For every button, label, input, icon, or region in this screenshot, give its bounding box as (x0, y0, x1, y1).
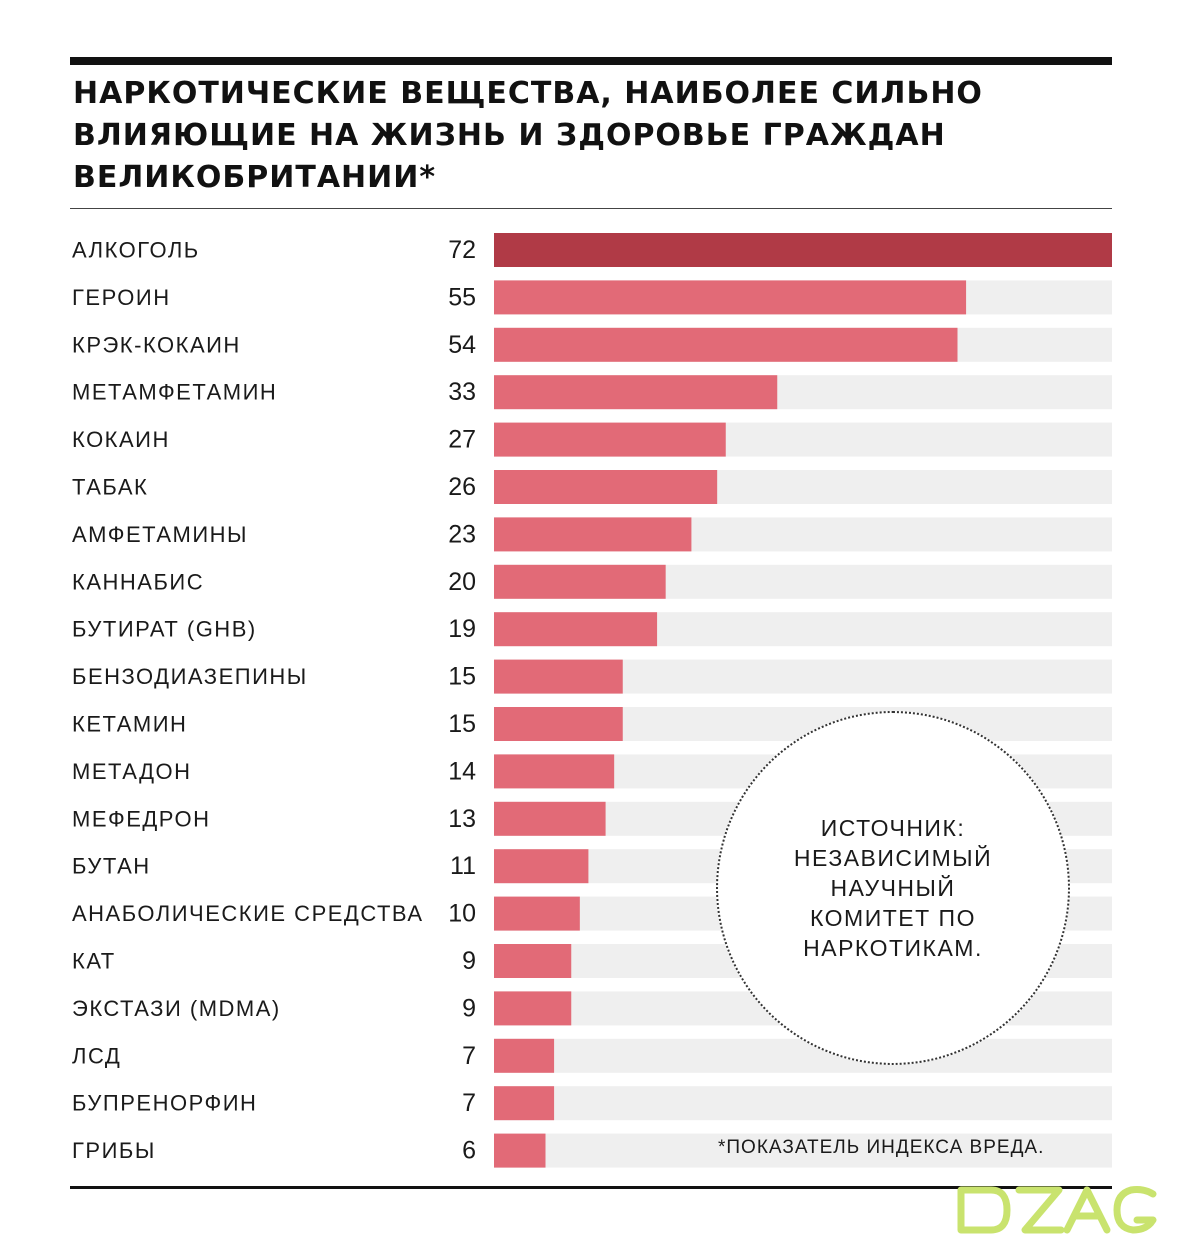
chart-title: НАРКОТИЧЕСКИЕ ВЕЩЕСТВА, НАИБОЛЕЕ СИЛЬНО … (73, 76, 983, 195)
category-label: МЕФЕДРОН (72, 806, 211, 831)
category-label: АНАБОЛИЧЕСКИЕ СРЕДСТВА (72, 901, 424, 926)
bar-track (494, 1038, 1112, 1073)
value-label: 23 (448, 520, 476, 548)
category-label: КРЭК-КОКАИН (72, 332, 241, 357)
category-label: АЛКОГОЛЬ (72, 238, 200, 263)
category-label: БУТИРАТ (GHB) (72, 617, 257, 642)
category-label: МЕТАДОН (72, 759, 192, 784)
bar (494, 849, 589, 884)
value-label: 9 (462, 947, 476, 975)
bottom-rule (70, 1186, 1112, 1189)
bar (494, 1038, 555, 1073)
bar (494, 280, 967, 315)
bar (494, 612, 658, 647)
bar (494, 659, 623, 694)
bar (494, 375, 778, 410)
value-label: 7 (462, 1042, 476, 1070)
bar (494, 707, 623, 741)
bar (494, 944, 572, 978)
bar (494, 327, 958, 362)
value-label: 10 (448, 900, 476, 928)
value-label: 19 (448, 615, 476, 643)
category-label: КАННАБИС (72, 569, 204, 594)
category-label: КАТ (72, 949, 116, 974)
bar (494, 991, 572, 1026)
category-label: ТАБАК (72, 475, 148, 500)
bar (494, 517, 692, 552)
bar (494, 1133, 546, 1168)
category-label: МЕТАМФЕТАМИН (72, 380, 277, 405)
bar (494, 1086, 555, 1121)
category-label: ЭКСТАЗИ (MDMA) (72, 996, 281, 1021)
value-label: 72 (448, 236, 476, 264)
value-label: 55 (448, 283, 476, 311)
value-label: 11 (450, 852, 476, 880)
bar (494, 470, 718, 504)
title-divider (70, 208, 1112, 209)
source-callout: ИСТОЧНИК: НЕЗАВИСИМЫЙ НАУЧНЫЙ КОМИТЕТ ПО… (716, 711, 1070, 1065)
value-label: 26 (448, 473, 476, 501)
bar (494, 233, 1112, 267)
bar (494, 896, 580, 931)
category-label: ГЕРОИН (72, 285, 171, 310)
category-label: ЛСД (72, 1043, 121, 1068)
value-label: 13 (448, 805, 476, 833)
top-rule (70, 57, 1112, 65)
value-label: 15 (448, 710, 476, 738)
value-label: 7 (462, 1089, 476, 1117)
bar-track (494, 1086, 1112, 1121)
footnote: *ПОКАЗАТЕЛЬ ИНДЕКСА ВРЕДА. (718, 1137, 1045, 1158)
value-label: 20 (448, 568, 476, 596)
bar (494, 422, 726, 457)
bar (494, 754, 615, 789)
bar-track (494, 1133, 1112, 1168)
bar (494, 801, 606, 836)
value-label: 14 (448, 757, 476, 785)
value-label: 54 (448, 331, 476, 359)
value-label: 15 (448, 663, 476, 691)
value-label: 6 (462, 1137, 476, 1165)
category-label: БЕНЗОДИАЗЕПИНЫ (72, 664, 308, 689)
bar (494, 564, 666, 599)
category-label: КОКАИН (72, 427, 170, 452)
value-label: 9 (462, 994, 476, 1022)
source-note: ИСТОЧНИК: НЕЗАВИСИМЫЙ НАУЧНЫЙ КОМИТЕТ ПО… (793, 815, 993, 961)
category-label: БУПРЕНОРФИН (72, 1091, 257, 1116)
category-label: БУТАН (72, 854, 151, 879)
dzag-logo (957, 1186, 1157, 1234)
value-label: 33 (448, 378, 476, 406)
value-label: 27 (448, 426, 476, 454)
category-label: КЕТАМИН (72, 712, 187, 737)
category-label: ГРИБЫ (72, 1138, 156, 1163)
category-label: АМФЕТАМИНЫ (72, 522, 248, 547)
